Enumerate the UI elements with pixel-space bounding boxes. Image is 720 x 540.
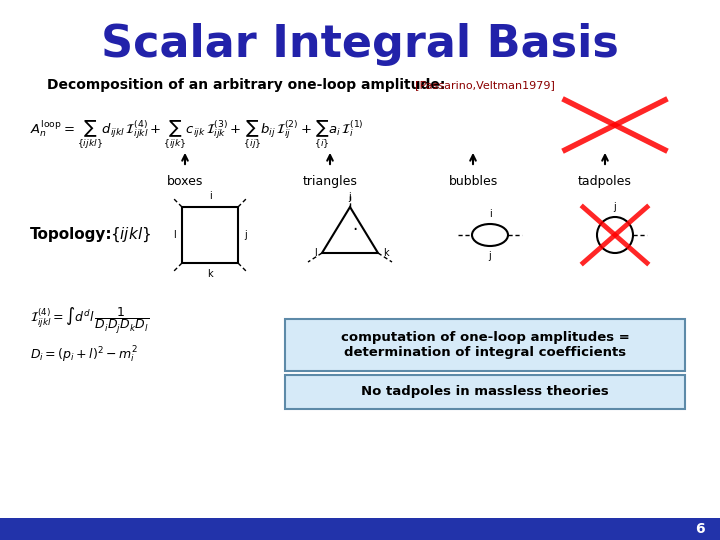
Text: j: j <box>613 202 616 212</box>
Text: i: i <box>209 191 212 201</box>
Text: j: j <box>244 230 247 240</box>
Text: triangles: triangles <box>302 175 357 188</box>
Text: j: j <box>348 192 351 202</box>
Text: $D_i = (p_i + l)^2 - m_i^2$: $D_i = (p_i + l)^2 - m_i^2$ <box>30 345 138 365</box>
Bar <box>285 319 685 371</box>
Text: $\{ijkl\}$: $\{ijkl\}$ <box>110 226 151 244</box>
Text: tadpoles: tadpoles <box>578 175 632 188</box>
Bar <box>0 518 720 540</box>
Text: i: i <box>489 209 491 219</box>
Text: $\mathcal{I}_{ijkl}^{(4)} = \int d^d l\,\dfrac{1}{D_i D_j D_k D_l}$: $\mathcal{I}_{ijkl}^{(4)} = \int d^d l\,… <box>30 305 149 335</box>
Text: computation of one-loop amplitudes =
determination of integral coefficients: computation of one-loop amplitudes = det… <box>341 331 629 359</box>
Text: l: l <box>314 248 317 258</box>
Text: No tadpoles in massless theories: No tadpoles in massless theories <box>361 386 609 399</box>
Text: ·: · <box>352 221 358 239</box>
Text: Scalar Integral Basis: Scalar Integral Basis <box>101 24 619 66</box>
Text: k: k <box>383 248 389 258</box>
Text: boxes: boxes <box>167 175 203 188</box>
Text: Topology:: Topology: <box>30 227 112 242</box>
Text: Decomposition of an arbitrary one-loop amplitude:: Decomposition of an arbitrary one-loop a… <box>47 78 446 92</box>
Text: l: l <box>174 230 176 240</box>
Text: k: k <box>207 269 213 279</box>
Text: $A_n^{\mathrm{loop}} = \sum_{\{ijkl\}} d_{ijkl}\,\mathcal{I}_{ijkl}^{(4)} + \sum: $A_n^{\mathrm{loop}} = \sum_{\{ijkl\}} d… <box>30 119 364 151</box>
Bar <box>285 375 685 409</box>
Text: 6: 6 <box>696 522 705 536</box>
Text: bubbles: bubbles <box>449 175 498 188</box>
Text: j: j <box>489 251 491 261</box>
Text: [Passarino,Veltman1979]: [Passarino,Veltman1979] <box>415 80 555 90</box>
